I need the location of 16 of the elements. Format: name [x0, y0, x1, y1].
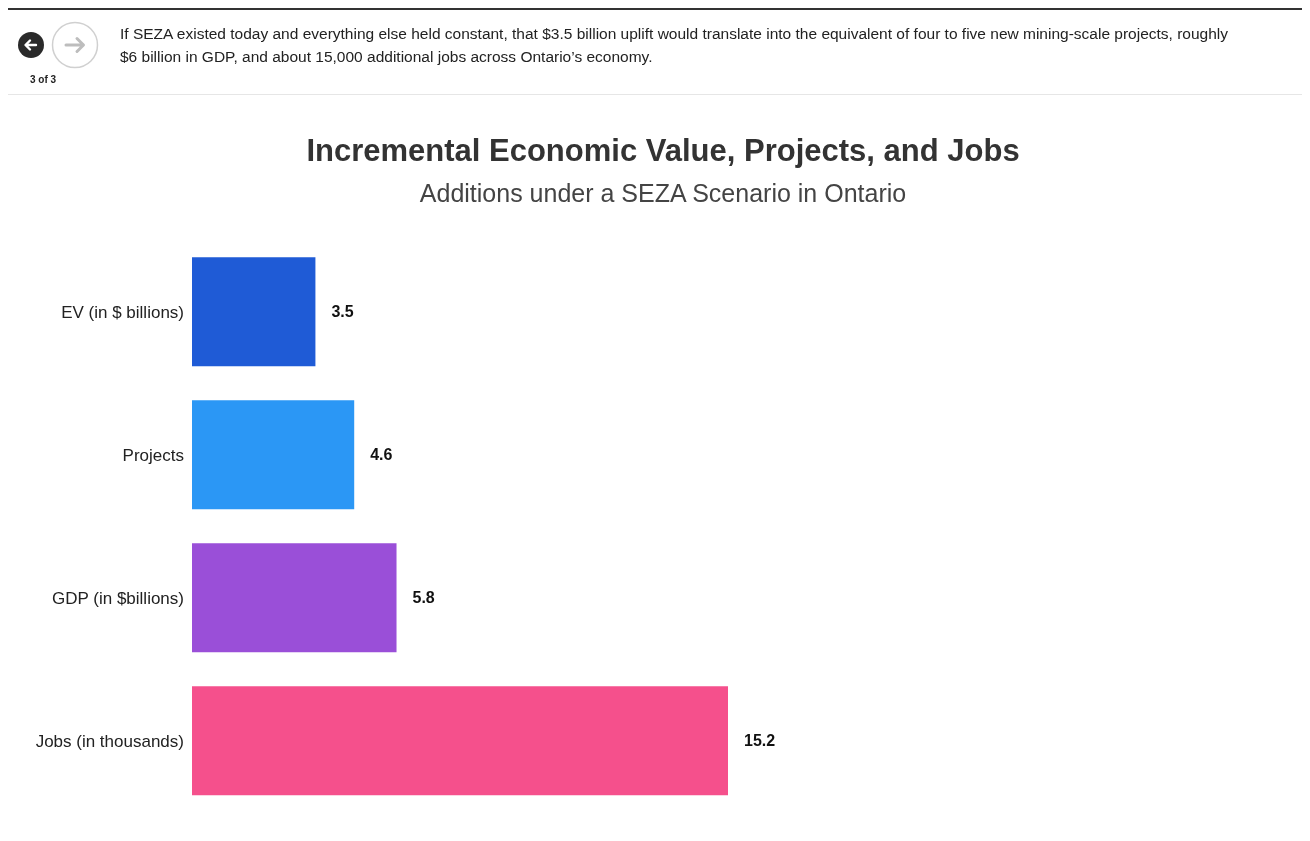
bar — [192, 257, 316, 367]
data-label: 3.5 — [331, 303, 354, 321]
data-label: 15.2 — [744, 732, 776, 750]
y-tick-label: Jobs (in thousands) — [35, 731, 184, 751]
y-tick-label: Projects — [122, 445, 184, 465]
data-label: 5.8 — [412, 589, 435, 607]
y-tick-label: GDP (in $billions) — [52, 588, 184, 608]
bar — [192, 686, 728, 796]
bar — [192, 543, 397, 653]
chart-title: Incremental Economic Value, Projects, and Jobs — [305, 133, 1021, 169]
text: 3 of 3 — [30, 74, 57, 85]
bar — [192, 400, 355, 510]
data-label: 4.6 — [370, 446, 393, 464]
chart-subtitle: Additions under a SEZA Scenario in Ontario — [418, 179, 908, 208]
text: If SEZA existed today and everything else held constant, that $3.5 billion uplift would translate into the equivalent of four to five new mining-scale projects, roughly $6 billion in GDP, and about 15,000 additional jobs across Ontario’s economy. — [120, 24, 1230, 67]
y-tick-label: EV (in $ billions) — [61, 302, 184, 322]
